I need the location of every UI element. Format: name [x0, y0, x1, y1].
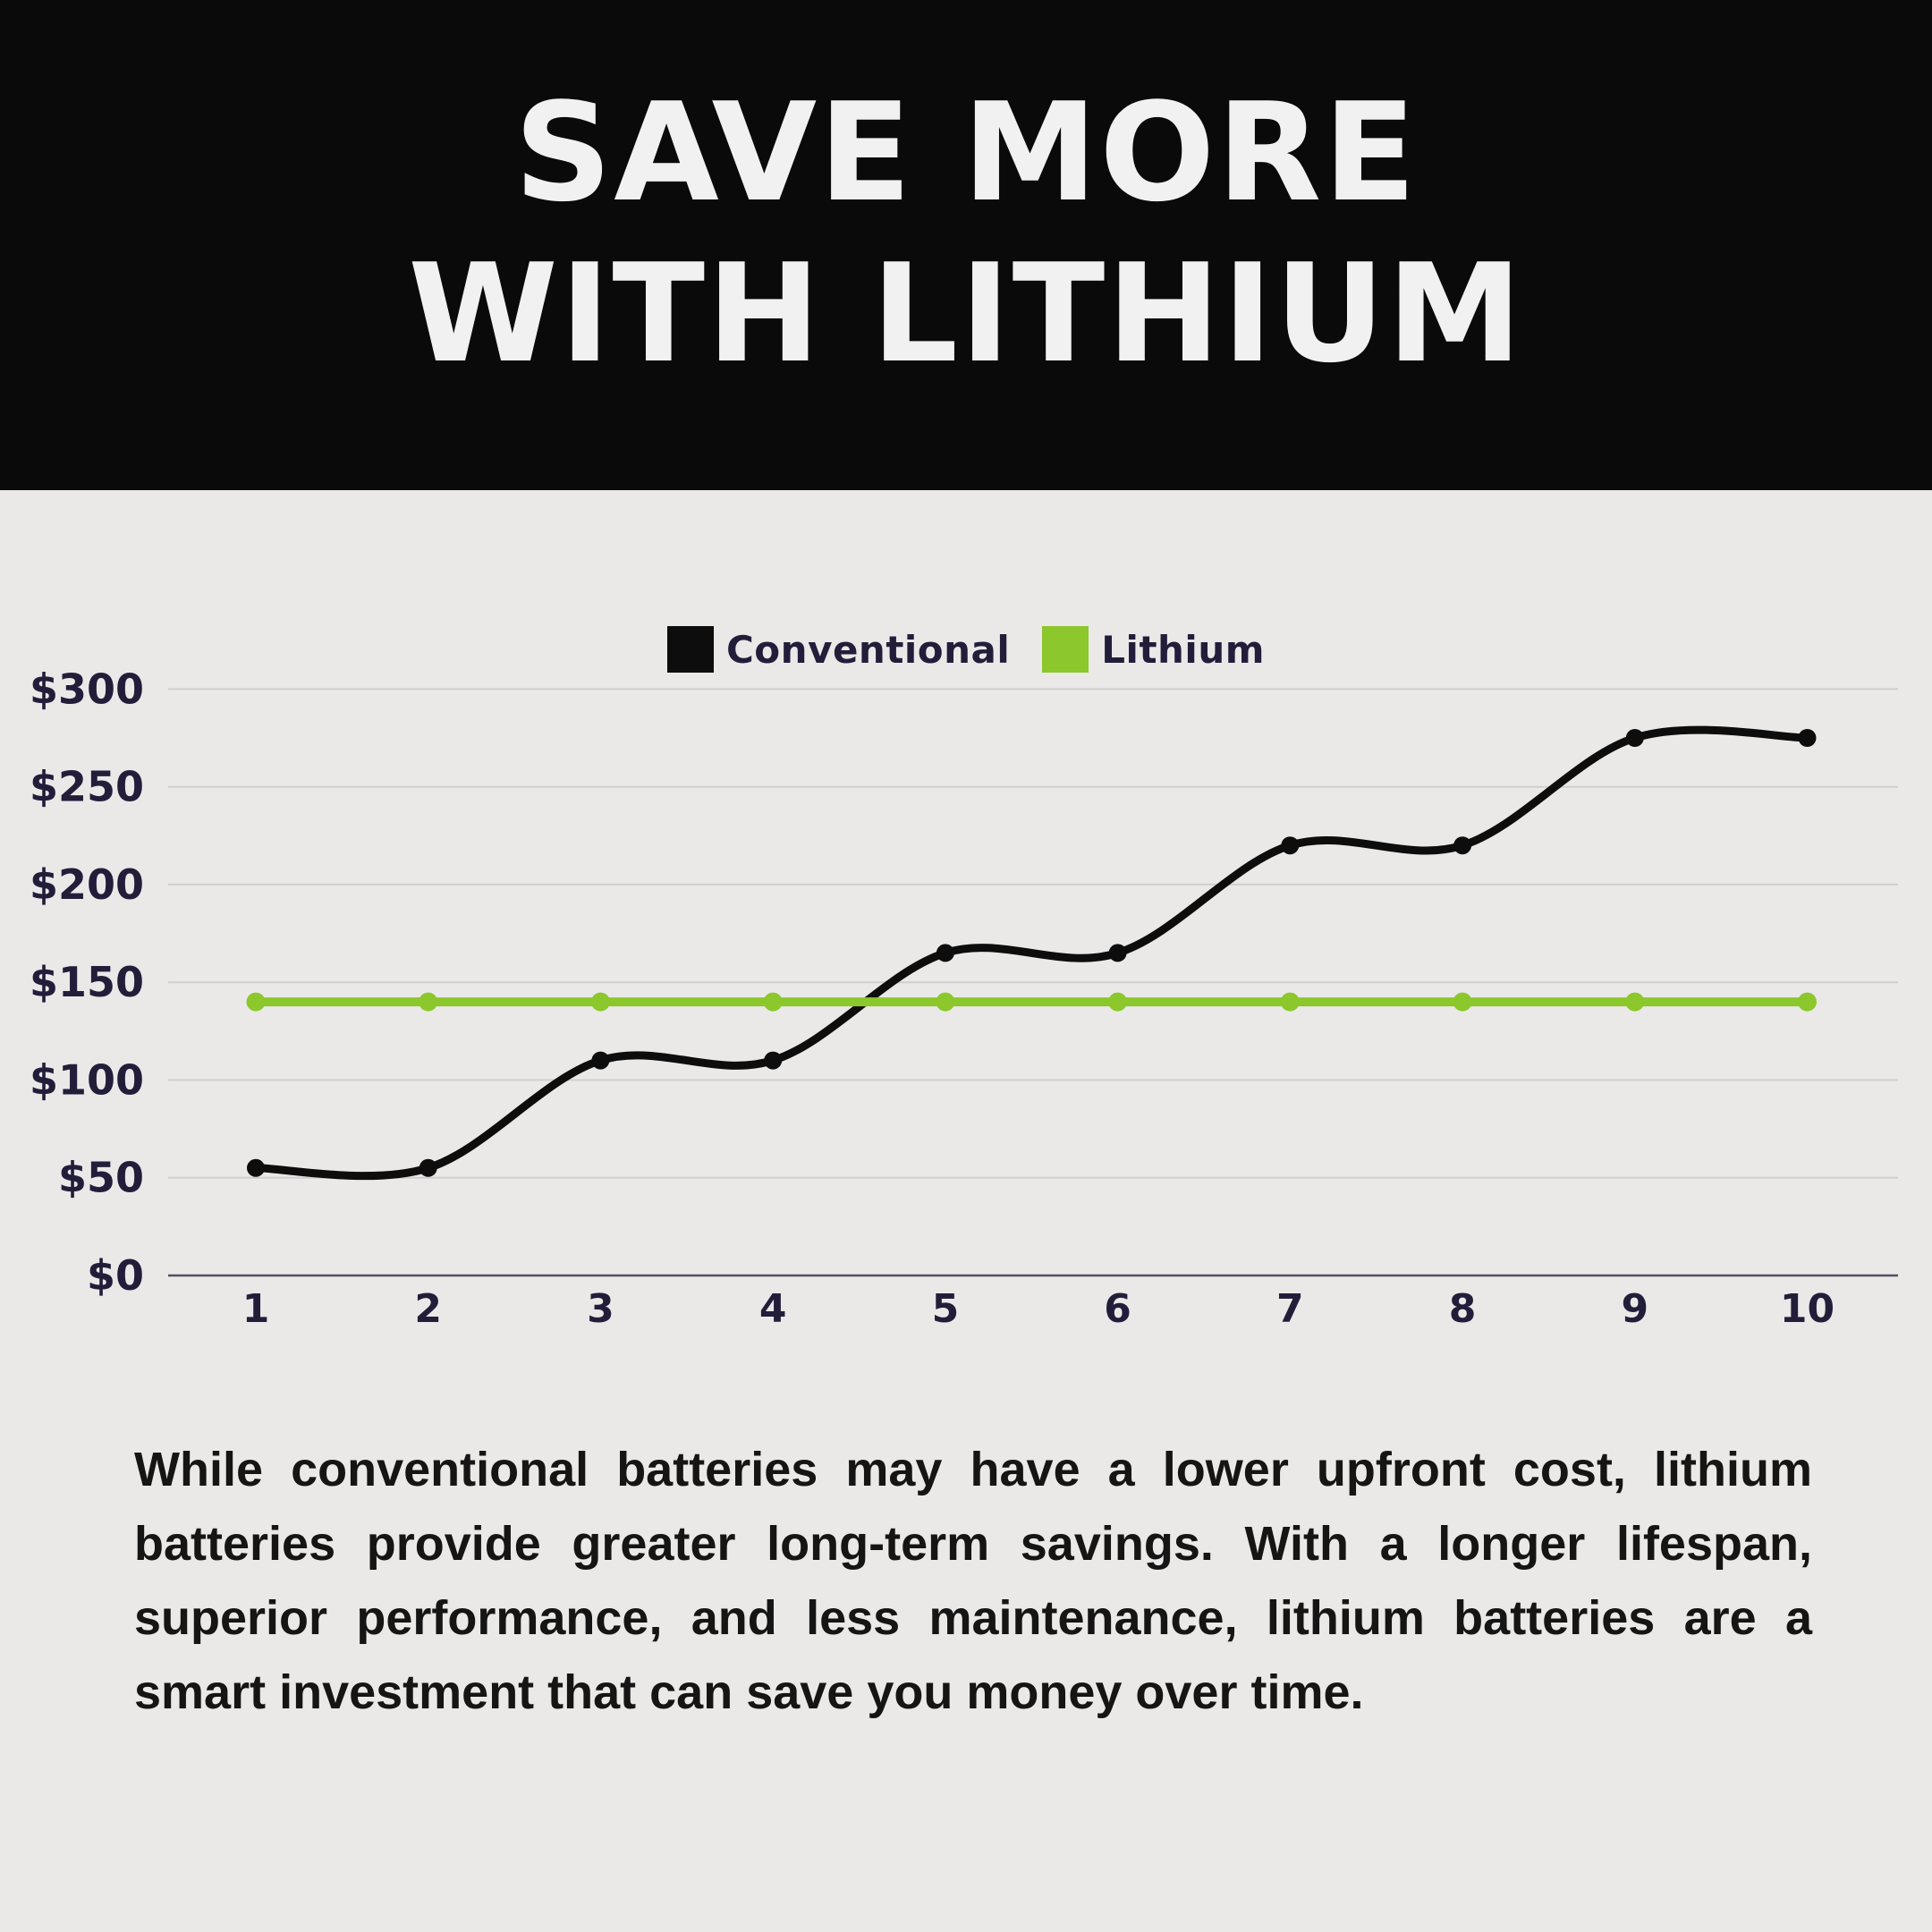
- legend-item-lithium: Lithium: [1042, 626, 1265, 673]
- data-point-lithium-3: [590, 992, 610, 1012]
- legend-label-lithium: Lithium: [1101, 627, 1265, 672]
- x-axis-label-1: 1: [242, 1286, 270, 1332]
- y-axis-label-150: $150: [30, 958, 144, 1006]
- title-line-1: SAVE MORE: [513, 73, 1419, 232]
- data-point-lithium-8: [1453, 992, 1472, 1012]
- data-point-conventional-8: [1453, 836, 1472, 855]
- legend-item-conventional: Conventional: [666, 626, 1011, 673]
- x-axis-label-2: 2: [414, 1286, 442, 1332]
- data-point-conventional-7: [1281, 836, 1300, 855]
- data-point-conventional-10: [1798, 729, 1817, 747]
- data-point-lithium-4: [763, 992, 783, 1012]
- page-title: SAVE MORE WITH LITHIUM: [0, 72, 1932, 394]
- x-axis-label-4: 4: [759, 1286, 787, 1332]
- x-axis-label-3: 3: [587, 1286, 614, 1332]
- data-point-lithium-5: [936, 992, 955, 1012]
- data-point-lithium-10: [1798, 992, 1817, 1012]
- data-point-conventional-4: [764, 1051, 783, 1070]
- legend-swatch-lithium: [1042, 626, 1089, 673]
- x-axis-label-8: 8: [1449, 1286, 1477, 1332]
- data-point-lithium-7: [1280, 992, 1300, 1012]
- data-point-conventional-3: [591, 1051, 610, 1070]
- data-point-lithium-1: [246, 992, 266, 1012]
- data-point-conventional-5: [936, 944, 954, 962]
- x-axis-label-5: 5: [932, 1286, 960, 1332]
- y-axis-label-100: $100: [30, 1056, 144, 1105]
- data-point-conventional-9: [1625, 729, 1644, 747]
- data-point-lithium-9: [1625, 992, 1645, 1012]
- y-axis-label-50: $50: [58, 1154, 144, 1202]
- y-axis-label-250: $250: [30, 763, 144, 811]
- title-line-2: WITH LITHIUM: [408, 234, 1524, 393]
- x-axis-label-9: 9: [1621, 1286, 1648, 1332]
- line-chart: $0 $50 $100 $150 $200 $250 $300 1 2 3 4 5 6 7 8 9 10: [30, 665, 1898, 1332]
- y-axis-label-300: $300: [30, 665, 144, 713]
- x-axis-label-10: 10: [1780, 1286, 1835, 1332]
- x-axis-label-6: 6: [1104, 1286, 1131, 1332]
- y-axis-label-200: $200: [30, 860, 144, 909]
- data-point-lithium-2: [419, 992, 438, 1012]
- data-point-conventional-1: [247, 1158, 265, 1177]
- data-point-conventional-6: [1108, 944, 1127, 962]
- y-axis-label-0: $0: [87, 1251, 144, 1300]
- header: SAVE MORE WITH LITHIUM: [0, 0, 1932, 490]
- description-text: While conventional batteries may have a …: [134, 1443, 1812, 1719]
- legend-label-conventional: Conventional: [725, 627, 1011, 672]
- series-line-conventional: [251, 725, 1811, 1181]
- legend-swatch-conventional: [666, 626, 714, 673]
- chart-legend: Conventional Lithium: [0, 626, 1932, 673]
- x-axis-label-7: 7: [1276, 1286, 1304, 1332]
- data-point-lithium-6: [1108, 992, 1128, 1012]
- data-point-conventional-2: [419, 1158, 437, 1177]
